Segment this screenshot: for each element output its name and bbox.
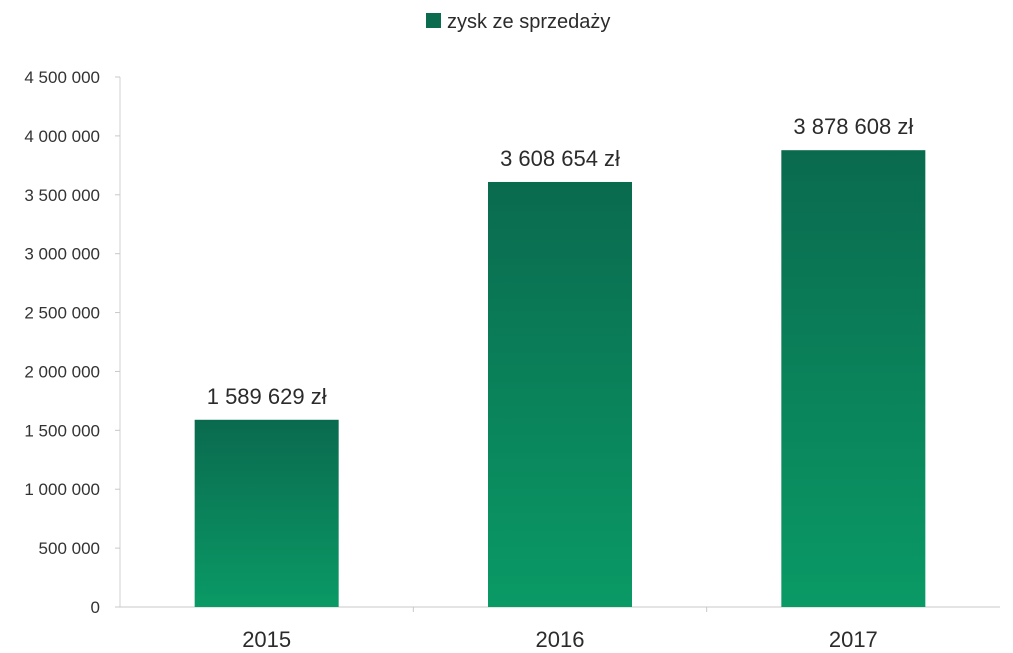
legend-label: zysk ze sprzedaży xyxy=(447,11,610,33)
y-tick-label: 2 000 000 xyxy=(24,362,100,381)
data-label-2017: 3 878 608 zł xyxy=(793,114,913,139)
y-tick-label: 4 500 000 xyxy=(24,68,100,87)
legend-swatch xyxy=(426,13,441,28)
data-label-2015: 1 589 629 zł xyxy=(207,384,327,409)
x-tick-labels: 2015 2016 2017 xyxy=(242,627,878,652)
y-tick-labels: 0 500 000 1 000 000 1 500 000 2 000 000 2 500… xyxy=(24,68,100,617)
x-tick-label-2015: 2015 xyxy=(242,627,291,652)
y-tick-label: 1 500 000 xyxy=(24,421,100,440)
y-tick-label: 0 xyxy=(91,598,100,617)
y-axis xyxy=(115,76,708,612)
data-labels: 1 589 629 zł 3 608 654 zł 3 878 608 zł xyxy=(207,114,914,409)
data-label-2016: 3 608 654 zł xyxy=(500,146,620,171)
legend: zysk ze sprzedaży xyxy=(426,11,610,33)
y-tick-label: 4 000 000 xyxy=(24,127,100,146)
y-tick-label: 500 000 xyxy=(39,539,100,558)
y-tick-label: 1 000 000 xyxy=(24,480,100,499)
y-tick-label: 2 500 000 xyxy=(24,304,100,323)
x-tick-label-2016: 2016 xyxy=(536,627,585,652)
bar-2015 xyxy=(194,419,339,607)
y-tick-label: 3 000 000 xyxy=(24,245,100,264)
bar-2016 xyxy=(488,181,632,607)
bars xyxy=(194,150,926,608)
y-tick-label: 3 500 000 xyxy=(24,186,100,205)
bar-2017 xyxy=(781,150,926,608)
x-tick-label-2017: 2017 xyxy=(829,627,878,652)
